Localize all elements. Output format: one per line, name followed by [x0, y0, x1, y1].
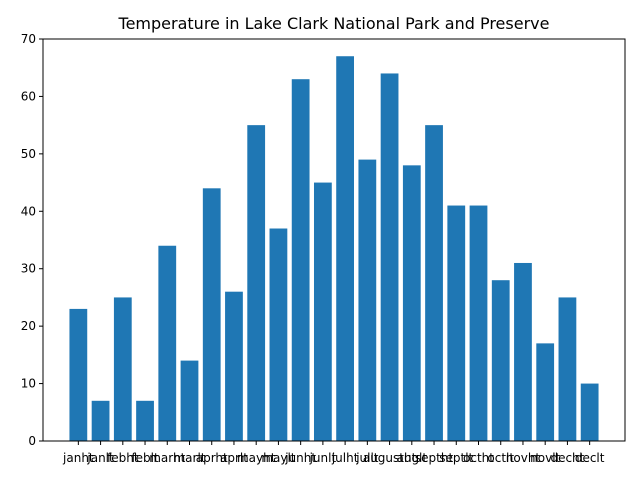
x-tick-label: octlt: [487, 451, 514, 465]
y-tick-label: 40: [21, 204, 36, 218]
chart-title: Temperature in Lake Clark National Park …: [118, 14, 550, 33]
x-tick-label: aprlt: [220, 451, 248, 465]
x-tick-label: augustht: [363, 451, 417, 465]
bar-febht: [113, 297, 132, 441]
x-tick-label: janlt: [86, 451, 114, 465]
bar-janlt: [91, 400, 110, 441]
bar-junht: [291, 79, 310, 441]
bars-group: [69, 56, 599, 442]
bar-aprlt: [225, 291, 243, 441]
bar-marlt: [180, 360, 199, 441]
bar-septlt: [447, 205, 466, 441]
y-tick-label: 10: [21, 377, 36, 391]
y-tick-label: 0: [28, 434, 36, 448]
y-axis: 0 10 20 30 40 50 60 70: [21, 32, 43, 448]
bar-novht: [514, 262, 532, 441]
bar-septht: [425, 125, 443, 441]
bar-augustht: [380, 73, 399, 442]
bar-declt: [580, 383, 599, 441]
bar-auglt: [402, 165, 421, 441]
y-tick-label: 20: [21, 319, 36, 333]
bar-janht: [69, 308, 88, 441]
x-axis: janhtjanltfebhtfebltmarhtmarltaprhtaprlt…: [62, 441, 605, 465]
x-tick-label: mayht: [237, 451, 276, 465]
x-tick-label: auglt: [396, 451, 427, 465]
bar-jullt: [358, 159, 377, 441]
x-tick-label: julht: [331, 451, 359, 465]
x-tick-label: octht: [463, 451, 494, 465]
plot-frame: [42, 38, 626, 442]
bar-mayht: [247, 125, 266, 441]
bar-novlt: [536, 343, 555, 441]
x-tick-label: marlt: [173, 451, 205, 465]
x-tick-label: marht: [149, 451, 185, 465]
x-tick-label: janht: [62, 451, 94, 465]
x-tick-label: novlt: [530, 451, 560, 465]
bar-maylt: [269, 228, 288, 441]
x-tick-label: feblt: [131, 451, 159, 465]
y-tick-label: 50: [21, 147, 36, 161]
y-tick-label: 70: [21, 32, 36, 46]
x-tick-label: declt: [575, 451, 605, 465]
bar-aprht: [202, 188, 221, 441]
x-tick-label: novht: [506, 451, 541, 465]
x-tick-label: septlt: [439, 451, 473, 465]
bar-feblt: [136, 400, 154, 441]
x-tick-label: jullt: [355, 451, 379, 465]
x-tick-label: junht: [284, 451, 316, 465]
bar-marht: [158, 245, 177, 441]
x-tick-label: aprht: [196, 451, 228, 465]
bar-octlt: [491, 280, 510, 441]
y-tick-label: 30: [21, 262, 36, 276]
bar-octht: [469, 205, 488, 441]
x-tick-label: febht: [107, 451, 139, 465]
bar-decht: [558, 297, 577, 441]
x-tick-label: decht: [550, 451, 584, 465]
x-tick-label: maylt: [261, 451, 295, 465]
bar-junlt: [313, 182, 332, 441]
x-tick-label: junlt: [309, 451, 337, 465]
x-tick-label: septht: [415, 451, 454, 465]
bar-julht: [336, 56, 354, 441]
y-tick-label: 60: [21, 89, 36, 103]
